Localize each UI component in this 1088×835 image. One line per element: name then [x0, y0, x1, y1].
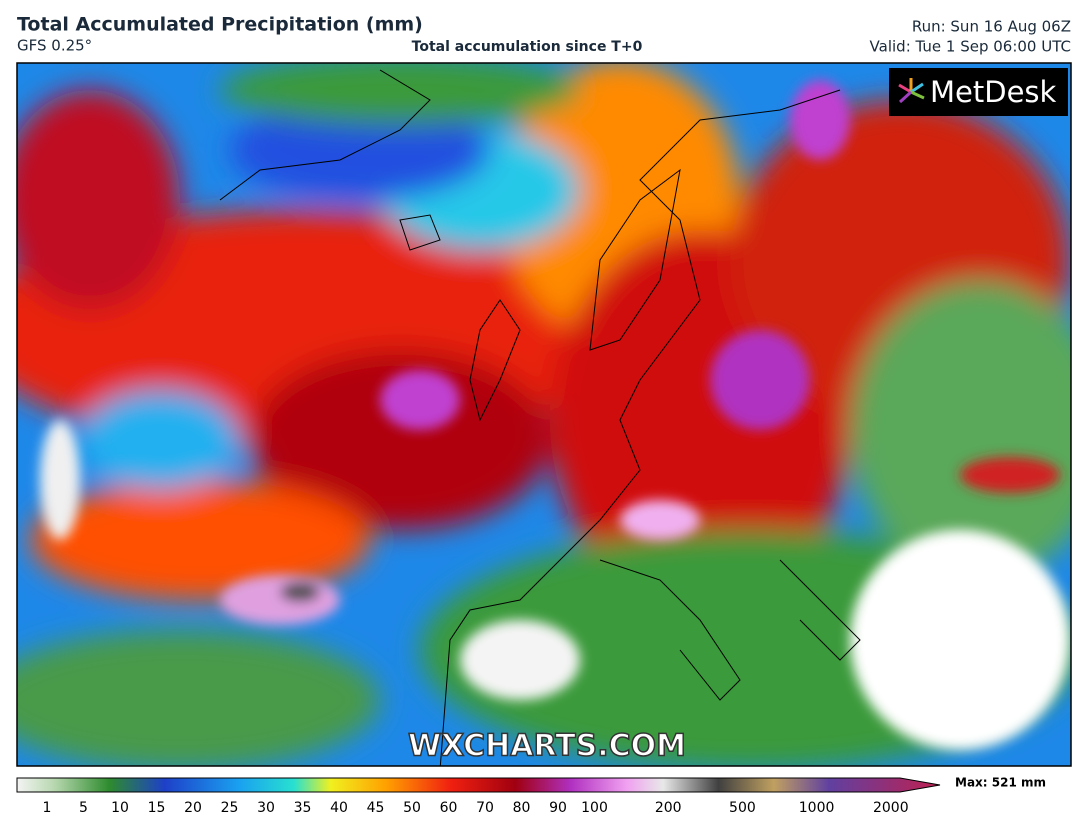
colorbar-label: 1 — [43, 800, 52, 816]
colorbar-label: 25 — [221, 800, 239, 816]
colorbar-label: 40 — [330, 800, 348, 816]
colorbar-label: 100 — [581, 800, 608, 816]
colorbar-label: 90 — [549, 800, 567, 816]
colorbar-label: 200 — [655, 800, 682, 816]
colorbar-label: 80 — [513, 800, 531, 816]
colorbar-label: 5 — [79, 800, 88, 816]
colorbar-label: 35 — [294, 800, 312, 816]
colorbar-label: 70 — [476, 800, 494, 816]
title: Total Accumulated Precipitation (mm) — [17, 14, 423, 36]
colorbar-label: 1000 — [799, 800, 835, 816]
valid-time: Valid: Tue 1 Sep 06:00 UTC — [870, 38, 1071, 56]
map: MetDesk WXCHARTS.COM — [17, 63, 1071, 766]
colorbar-label: 45 — [367, 800, 385, 816]
colorbar-label: 20 — [184, 800, 202, 816]
colorbar — [16, 777, 941, 793]
colorbar-label: 30 — [257, 800, 275, 816]
run-time: Run: Sun 16 Aug 06Z — [912, 18, 1071, 36]
colorbar-label: 2000 — [873, 800, 909, 816]
logo: MetDesk — [930, 75, 1057, 109]
colorbar-label: 60 — [440, 800, 458, 816]
model: GFS 0.25° — [17, 37, 92, 55]
colorbar-label: 50 — [403, 800, 421, 816]
logo-icon — [898, 78, 925, 104]
max-label: Max: 521 mm — [955, 776, 1046, 790]
colorbar-labels: 1 5 10 15 20 25 30 35 40 45 50 60 70 80 90 100 200 500 100… — [43, 800, 909, 816]
watermark: WXCHARTS.COM — [408, 729, 686, 764]
colorbar-label: 500 — [729, 800, 756, 816]
colorbar-label: 10 — [111, 800, 129, 816]
subtitle: Total accumulation since T+0 — [412, 39, 643, 55]
colorbar-label: 15 — [148, 800, 166, 816]
